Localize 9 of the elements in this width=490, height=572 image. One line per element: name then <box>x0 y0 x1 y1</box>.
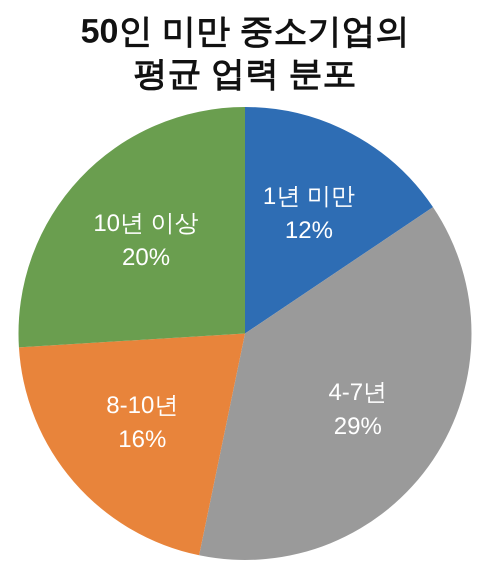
data-label: 12% <box>284 217 333 244</box>
slice-label: 10년 이상 <box>93 210 199 238</box>
data-label: 20% <box>122 244 170 272</box>
data-label: 29% <box>334 412 382 440</box>
slice-label: 8-10년 <box>106 392 178 420</box>
slice-label: 1년 미만 <box>262 183 355 210</box>
chart-title: 50인 미만 중소기업의 평균 업력 분포 <box>80 12 410 94</box>
slice-label: 4-7년 <box>328 378 388 406</box>
data-label: 16% <box>118 426 166 454</box>
